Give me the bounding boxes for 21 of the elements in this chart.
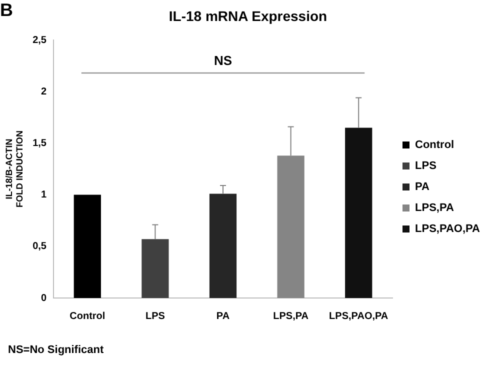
x-tick-label: Control [70,310,106,322]
y-tick-label: 2 [40,86,47,98]
y-tick-label: 0 [40,292,47,304]
x-tick-label: PA [216,310,230,322]
legend-label: LPS,PA [415,202,454,214]
x-tick-label: LPS,PAO,PA [329,310,388,322]
y-tick-label: 0,5 [32,241,47,252]
legend-label: Control [415,139,454,152]
y-tick-label: 1,5 [32,138,47,149]
y-axis-title: IL-18/B-ACTIN FOLD INDUCTION [4,130,25,208]
legend-label: PA [415,181,430,194]
x-tick-label: LPS,PA [273,310,309,322]
ref-line-label: NS [214,53,232,68]
text: B [0,0,13,21]
text: NS=No Significant [8,344,104,356]
legend-label: LPS,PAO,PA [415,223,480,236]
x-tick-label: LPS [145,310,166,322]
legend-label: LPS [415,160,436,172]
chart-title: IL-18 mRNA Expression [168,8,328,24]
y-tick-label: 1 [40,190,47,201]
y-tick-label: 2,5 [32,34,47,46]
